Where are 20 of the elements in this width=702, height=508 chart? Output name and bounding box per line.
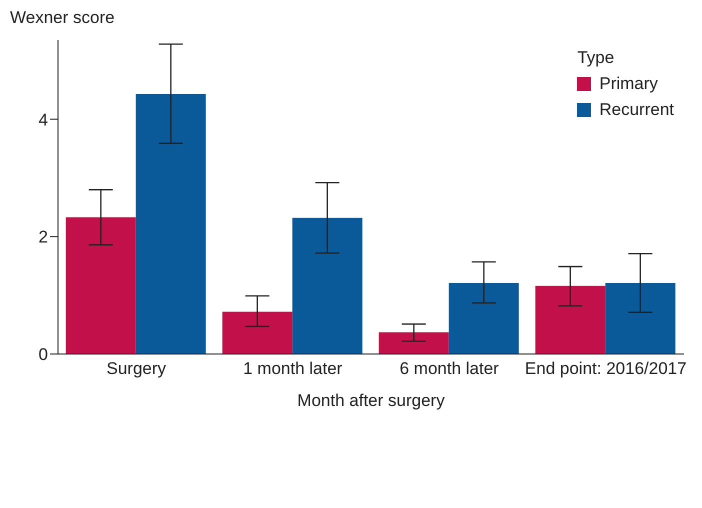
legend-title: Type xyxy=(577,48,616,68)
y-tick-label: 0 xyxy=(38,345,48,364)
x-tick-label: 6 month later xyxy=(400,359,500,378)
bar xyxy=(535,286,606,354)
x-tick-label: 1 month later xyxy=(243,359,343,378)
y-tick-label: 2 xyxy=(38,228,48,247)
bar xyxy=(222,312,292,354)
bar xyxy=(292,218,362,354)
bar xyxy=(448,282,519,354)
y-tick-label: 4 xyxy=(38,110,48,130)
legend-label: Recurrent xyxy=(598,100,674,120)
x-axis-title: Month after surgery xyxy=(297,391,446,410)
y-axis-title: Wexner score xyxy=(10,8,115,28)
x-tick-label: End point: 2016/2017 xyxy=(524,359,687,378)
bar xyxy=(136,94,206,354)
x-tick-label: Surgery xyxy=(106,359,167,378)
bar xyxy=(378,332,449,354)
bar xyxy=(605,282,676,354)
legend-label: Primary xyxy=(598,74,659,94)
bar xyxy=(66,217,136,354)
